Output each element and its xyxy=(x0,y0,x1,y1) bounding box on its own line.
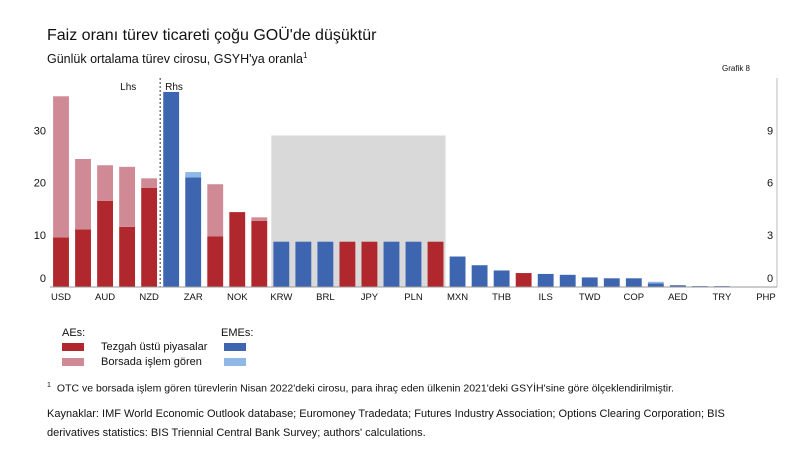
sources: Kaynaklar: IMF World Economic Outlook da… xyxy=(47,405,777,443)
subtitle-text: Günlük ortalama türev cirosu, GSYH'ya or… xyxy=(47,52,303,67)
bar-aud-otc xyxy=(97,200,114,287)
bar-jpy-otc xyxy=(361,241,378,287)
x-tick-label: BRL xyxy=(316,292,334,300)
left-tick-label: 30 xyxy=(34,125,46,137)
bar-sek-exchange xyxy=(251,217,268,221)
legend-eme-title: EMEs: xyxy=(221,327,254,339)
x-tick-label: NZD xyxy=(139,292,159,300)
x-tick-label: ILS xyxy=(539,292,553,300)
bar-myr-otc xyxy=(603,278,620,287)
x-tick-label: ZAR xyxy=(184,292,203,300)
legend-swatch-ae-exchange xyxy=(62,358,84,366)
chart-subtitle: Günlük ortalama türev cirosu, GSYH'ya or… xyxy=(47,51,307,66)
bar-nzd-otc xyxy=(141,187,158,287)
x-tick-label: TRY xyxy=(713,292,732,300)
rhs-label: Rhs xyxy=(165,82,183,93)
footnote: 1 OTC ve borsada işlem gören türevlerin N… xyxy=(47,382,674,395)
right-tick-label: 3 xyxy=(767,230,773,242)
legend-exchange-label: Borsada işlem gören xyxy=(101,356,202,368)
x-tick-label: AED xyxy=(668,292,688,300)
bar-gbp-exchange xyxy=(75,158,91,230)
bar-mxn-otc xyxy=(449,256,466,287)
chart-title: Faiz oranı türev ticareti çoğu GOÜ'de dü… xyxy=(47,27,377,44)
right-tick-label: 9 xyxy=(767,125,773,137)
right-tick-label: 6 xyxy=(767,178,773,190)
bar-pln-otc xyxy=(405,241,422,287)
bar-zar-exchange xyxy=(185,172,202,178)
bar-cny-exchange xyxy=(647,281,664,284)
x-tick-label: NOK xyxy=(227,292,248,300)
bar-cop-otc xyxy=(625,278,642,287)
bar-sgd-otc xyxy=(295,241,312,287)
sources-line-2: derivatives statistics: BIS Triennial Ce… xyxy=(47,427,426,439)
x-tick-label: THB xyxy=(492,292,511,300)
bar-czk-otc xyxy=(163,91,180,287)
left-tick-label: 10 xyxy=(34,230,46,242)
bar-nok-otc xyxy=(229,212,246,287)
x-tick-label: KRW xyxy=(270,292,292,300)
bar-usd-exchange xyxy=(53,96,69,238)
legend-swatch-eme-otc xyxy=(224,343,246,351)
subtitle-footnote-marker: 1 xyxy=(302,51,308,60)
chart-number: Grafik 8 xyxy=(722,64,751,73)
bar-inr-otc xyxy=(559,274,576,287)
lhs-label: Lhs xyxy=(120,82,136,93)
bar-huf-otc xyxy=(383,241,400,287)
bar-chf-otc xyxy=(427,241,444,287)
bar-chart: USDGBPAUDEURNZDCZKZARCADNOKSEKKRWSGDBRLH… xyxy=(34,78,778,300)
bar-cad-otc xyxy=(207,236,224,287)
x-tick-label: COP xyxy=(624,292,645,300)
bar-sek-otc xyxy=(251,220,268,287)
x-tick-label: TWD xyxy=(579,292,601,300)
bar-eur-otc xyxy=(119,226,136,287)
bar-twd-otc xyxy=(581,277,598,287)
bar-aud-exchange xyxy=(97,165,114,201)
legend-ae-title: AEs: xyxy=(62,327,86,339)
x-tick-label: USD xyxy=(51,292,71,300)
bar-cny-otc xyxy=(647,283,664,287)
legend-swatch-eme-exchange xyxy=(224,358,246,366)
bar-clp-otc xyxy=(471,265,488,287)
bar-hkd-otc xyxy=(339,241,356,287)
bar-thb-otc xyxy=(493,270,510,287)
bar-ils-otc xyxy=(537,273,554,287)
legend-swatch-ae-otc xyxy=(62,343,84,351)
left-tick-label: 0 xyxy=(40,273,46,285)
bar-aed-otc xyxy=(669,285,686,287)
bar-usd-otc xyxy=(53,237,69,287)
footnote-text: OTC ve borsada işlem gören türevlerin Ni… xyxy=(56,382,674,395)
bar-dkk-otc xyxy=(515,273,532,287)
bar-brl-otc xyxy=(317,241,334,287)
right-tick-label: 0 xyxy=(767,273,773,285)
x-tick-label: PLN xyxy=(404,292,423,300)
left-tick-label: 20 xyxy=(34,178,46,190)
footnote-number: 1 xyxy=(47,382,51,389)
x-tick-label: PHP xyxy=(756,292,776,300)
bar-cad-exchange xyxy=(207,184,224,237)
bar-zar-otc xyxy=(185,177,202,287)
sources-line-1: Kaynaklar: IMF World Economic Outlook da… xyxy=(47,408,725,420)
bar-krw-otc xyxy=(273,241,290,287)
x-tick-label: JPY xyxy=(361,292,379,300)
legend-otc-label: Tezgah üstü piyasalar xyxy=(101,341,208,353)
x-tick-label: MXN xyxy=(447,292,468,300)
bar-eur-exchange xyxy=(119,166,136,227)
bar-nzd-exchange xyxy=(141,178,158,188)
bar-gbp-otc xyxy=(75,229,91,287)
x-tick-label: AUD xyxy=(95,292,115,300)
